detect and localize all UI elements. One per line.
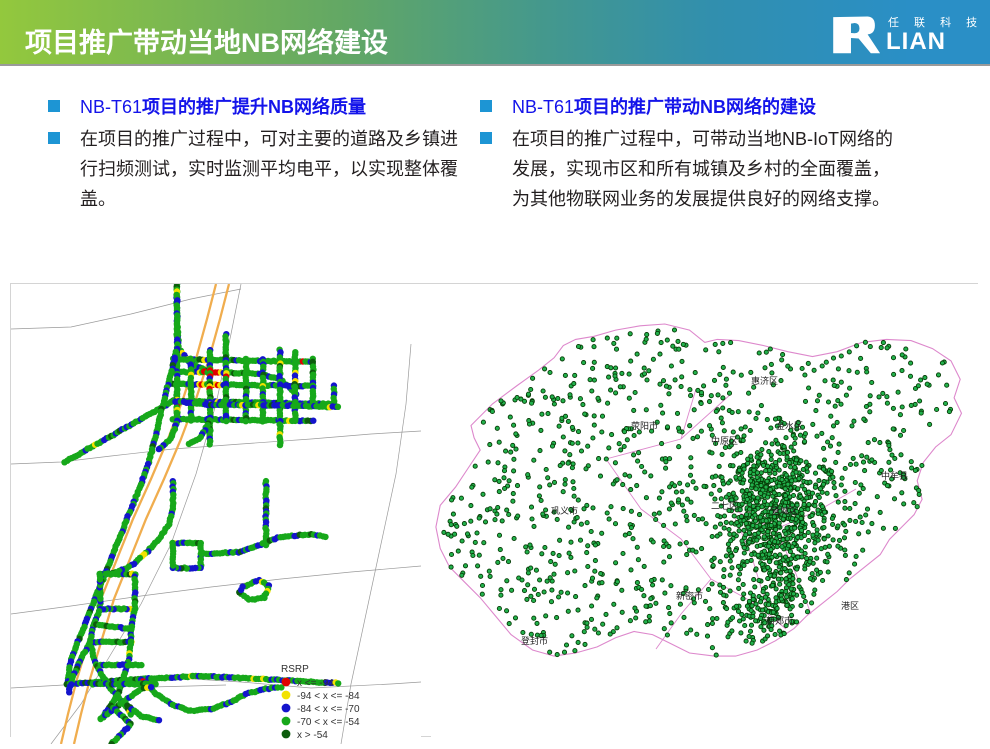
svg-text:港区: 港区: [841, 600, 859, 611]
svg-text:惠济区: 惠济区: [751, 375, 778, 386]
svg-text:x > -54: x > -54: [297, 730, 328, 741]
svg-text:登封市: 登封市: [521, 635, 548, 646]
svg-text:-84 < x <= -70: -84 < x <= -70: [297, 704, 360, 715]
svg-text:RSRP: RSRP: [281, 664, 309, 675]
svg-text:中原区: 中原区: [711, 435, 738, 446]
svg-text:二七区: 二七区: [711, 501, 738, 511]
svg-text:新郑市: 新郑市: [766, 615, 793, 626]
svg-text:巩义市: 巩义市: [551, 505, 578, 516]
svg-text:金水区: 金水区: [776, 420, 803, 431]
svg-text:荥阳市: 荥阳市: [631, 420, 658, 431]
svg-text:-94 < x <= -84: -94 < x <= -84: [297, 691, 360, 702]
svg-text:管城区: 管城区: [771, 505, 798, 516]
svg-text:新密市: 新密市: [676, 590, 703, 601]
svg-text:x <= -94: x <= -94: [297, 678, 334, 689]
svg-text:-70 < x <= -54: -70 < x <= -54: [297, 717, 360, 728]
svg-text:中牟县: 中牟县: [881, 470, 908, 481]
